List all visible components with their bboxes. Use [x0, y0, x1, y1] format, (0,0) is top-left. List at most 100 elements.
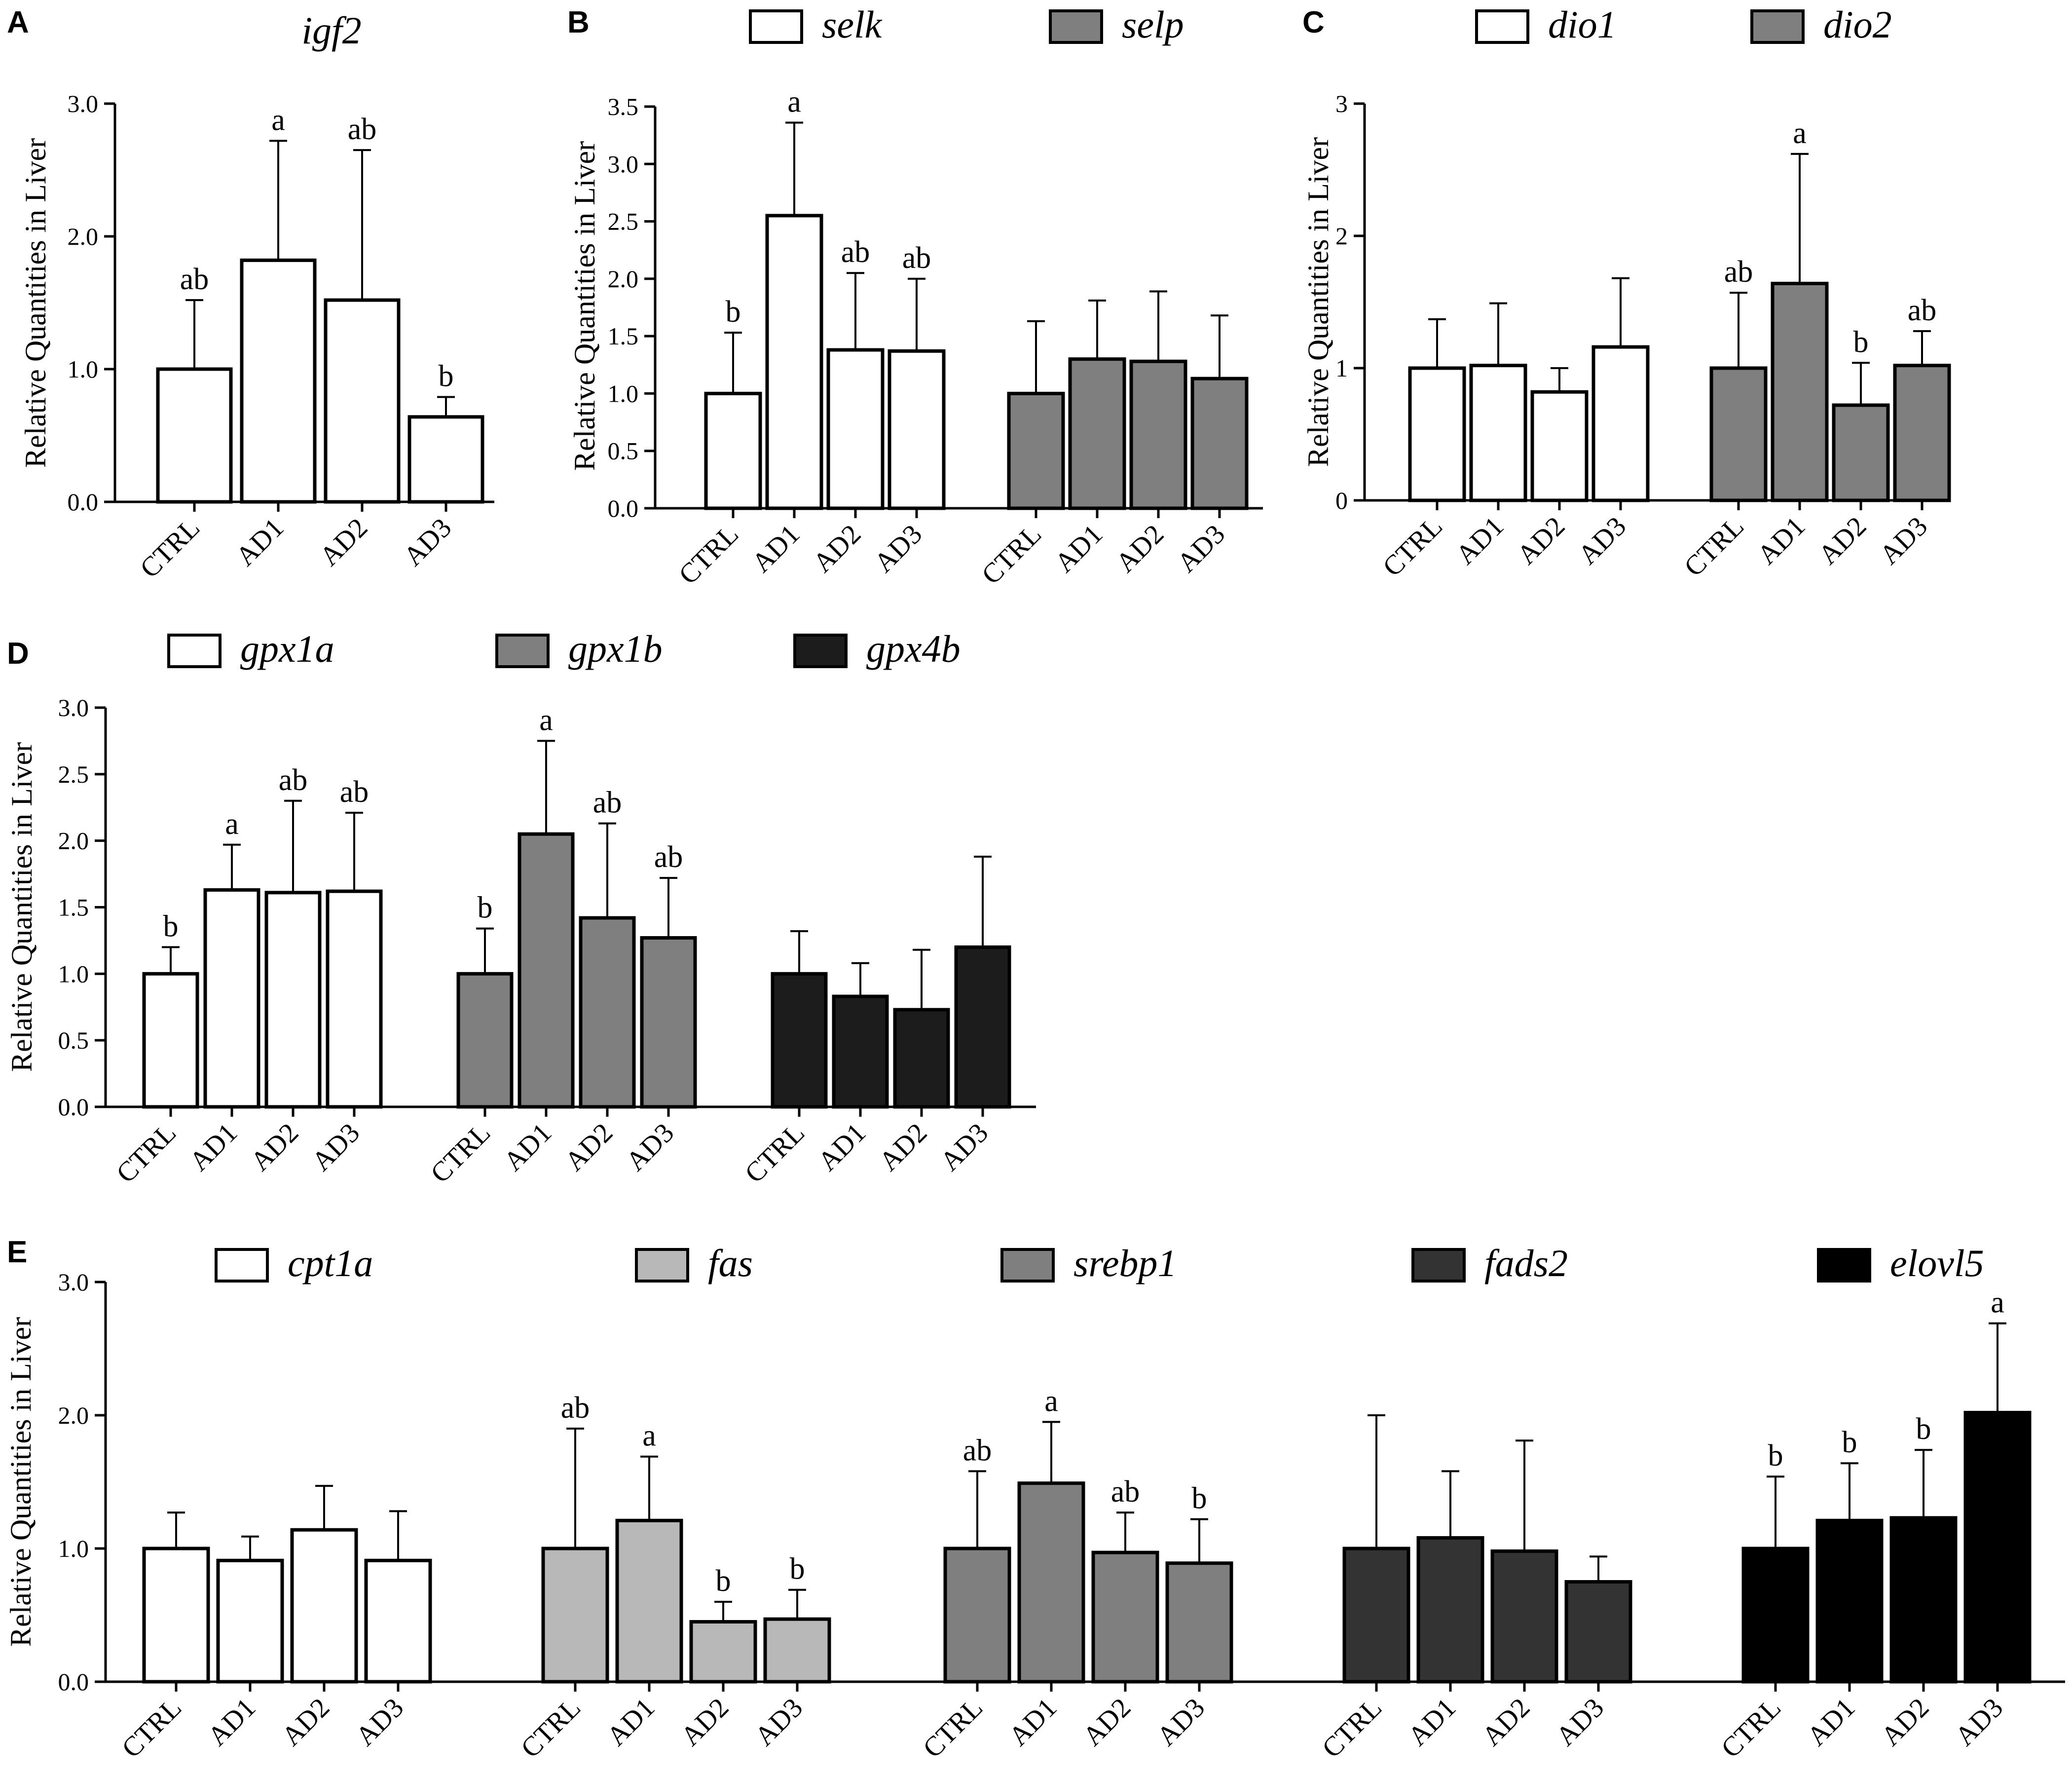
significance-label: ab	[1111, 1475, 1140, 1509]
panel-letter: D	[7, 637, 29, 671]
x-tick-label: AD2	[675, 1692, 735, 1752]
x-tick-label: AD3	[1171, 519, 1231, 578]
series-gpx1a: b CTRL a AD1 ab AD2 ab AD3	[111, 763, 383, 1189]
legend-swatch	[1000, 1248, 1055, 1283]
x-tick-label: AD3	[1949, 1692, 2009, 1752]
y-tick-label: 1	[1335, 354, 1348, 382]
x-tick-label: AD2	[1511, 511, 1571, 570]
y-tick-label: 3.0	[608, 150, 639, 178]
bar	[203, 888, 260, 1109]
bar	[1591, 345, 1650, 502]
significance-label: a	[1991, 1286, 2004, 1320]
legend-label: gpx1b	[568, 627, 663, 670]
y-tick-label: 1.5	[58, 894, 89, 921]
bar	[1709, 366, 1768, 502]
x-tick-label: CTRL	[673, 519, 744, 590]
chart-title: igf2	[301, 9, 361, 52]
y-tick-label: 1.0	[68, 355, 99, 383]
x-tick-label: AD2	[807, 519, 867, 578]
bar	[240, 258, 317, 504]
legend-swatch	[1049, 9, 1103, 44]
bar	[1017, 1481, 1085, 1684]
y-tick-label: 3.0	[68, 90, 99, 117]
legend-swatch	[749, 9, 803, 44]
y-tick-label: 2.0	[608, 265, 639, 293]
legend-swatch	[635, 1248, 689, 1283]
series-srebp1: ab CTRL a AD1 ab AD2 b AD3	[917, 1385, 1233, 1764]
series-fas: ab CTRL a AD1 b AD2 b AD3	[515, 1391, 831, 1764]
significance-label: ab	[348, 113, 377, 146]
bar	[1771, 281, 1829, 502]
x-tick-label: AD1	[1450, 511, 1510, 570]
x-tick-label: AD1	[1751, 511, 1811, 570]
significance-label: ab	[593, 786, 622, 820]
legend-label: gpx1a	[240, 627, 334, 670]
legend-label: fas	[708, 1242, 753, 1284]
legend-swatch	[793, 634, 848, 668]
x-tick-label: CTRL	[1316, 1692, 1388, 1764]
y-tick-label: 2	[1335, 222, 1348, 250]
legend-label: cpt1a	[288, 1242, 373, 1284]
y-tick-label: 2.5	[58, 760, 89, 788]
significance-label: b	[163, 909, 179, 943]
bar	[888, 349, 946, 510]
legend-label: dio1	[1548, 3, 1617, 46]
bar	[326, 889, 383, 1109]
significance-label: b	[790, 1552, 805, 1586]
bar	[456, 972, 514, 1109]
bar	[407, 415, 484, 504]
legend-label: elovl5	[1890, 1242, 1984, 1284]
significance-label: ab	[561, 1391, 590, 1425]
x-tick-label: AD3	[306, 1117, 366, 1177]
significance-label: ab	[180, 263, 209, 296]
significance-label: ab	[841, 235, 870, 269]
x-tick-label: AD2	[1110, 519, 1170, 578]
x-tick-label: AD1	[1801, 1692, 1861, 1752]
x-tick-label: AD3	[868, 519, 928, 578]
y-axis-label: Relative Quantities in Liver	[568, 141, 601, 471]
legend-label: fads2	[1484, 1242, 1568, 1284]
significance-label: a	[271, 103, 285, 137]
y-tick-label: 3.0	[58, 1268, 89, 1296]
series-dio2: ab CTRL a AD1 b AD2 ab AD3	[1678, 116, 1951, 582]
significance-label: a	[1044, 1385, 1058, 1418]
x-tick-label: AD1	[498, 1117, 557, 1177]
y-tick-label: 3.0	[58, 694, 89, 721]
y-tick-label: 1.5	[608, 322, 639, 350]
x-tick-label: AD1	[1003, 1692, 1063, 1752]
y-tick-label: 2.0	[58, 1401, 89, 1429]
y-tick-label: 1.0	[58, 1535, 89, 1562]
bar	[1469, 364, 1527, 502]
x-tick-label: AD2	[559, 1117, 619, 1177]
series-igf2: ab CTRL a AD1 ab AD2 b AD3	[134, 103, 484, 584]
bar	[689, 1620, 757, 1684]
series-cpt1a: CTRL AD1 AD2 AD3	[116, 1485, 432, 1764]
significance-label: b	[1842, 1426, 1857, 1459]
bar	[264, 891, 322, 1109]
legend-swatch	[1750, 9, 1805, 44]
series-fads2: CTRL AD1 AD2 AD3	[1316, 1414, 1632, 1764]
x-tick-label: AD3	[620, 1117, 680, 1177]
bar	[1091, 1550, 1159, 1684]
bar	[1741, 1547, 1810, 1684]
x-tick-label: AD3	[398, 512, 457, 572]
bar	[943, 1547, 1011, 1684]
bar	[893, 1008, 950, 1109]
panel-letter: A	[7, 5, 29, 39]
y-tick-label: 1.0	[608, 379, 639, 407]
bar	[290, 1528, 358, 1684]
legend-label: selp	[1122, 3, 1184, 46]
significance-label: a	[539, 703, 553, 737]
bar	[615, 1518, 683, 1684]
significance-label: b	[716, 1564, 731, 1598]
bar	[518, 832, 575, 1109]
series-dio1: CTRL AD1 AD2 AD3	[1377, 277, 1650, 582]
x-tick-label: AD1	[184, 1117, 243, 1177]
series-selp: CTRL AD1 AD2 AD3	[976, 290, 1249, 590]
panel-letter: E	[7, 1235, 27, 1269]
legend-label: srebp1	[1073, 1242, 1177, 1284]
y-tick-label: 1.0	[58, 960, 89, 987]
x-tick-label: CTRL	[976, 519, 1047, 590]
